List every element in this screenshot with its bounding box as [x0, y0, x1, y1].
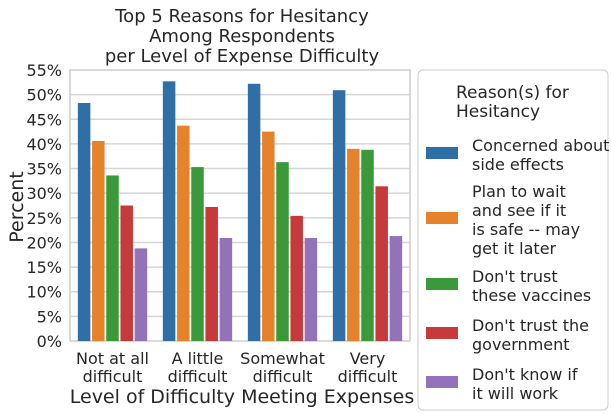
legend-entry-label: side effects [472, 155, 564, 174]
bar [361, 149, 374, 341]
y-axis-label: Percent [6, 171, 28, 243]
bar [162, 81, 176, 341]
legend-swatch [426, 327, 458, 339]
bar [106, 175, 119, 341]
bar [290, 215, 303, 341]
x-tick-label: difficult [253, 367, 313, 386]
y-tick-label: 55% [26, 61, 62, 80]
legend-title-line: Hesitancy [456, 102, 540, 122]
bar [77, 103, 91, 341]
x-tick-label: difficult [83, 367, 143, 386]
y-tick-label: 30% [26, 184, 62, 203]
bar [262, 131, 275, 341]
bar [92, 140, 105, 341]
legend-entry-label: Plan to wait [472, 182, 566, 201]
legend-swatch [426, 147, 458, 159]
bar [191, 167, 204, 341]
y-tick-label: 15% [26, 258, 62, 277]
legend-entry-label: it will work [472, 384, 559, 403]
legend-entry-label: Concerned about [472, 136, 609, 155]
legend-entry-label: is safe -- may [472, 220, 580, 239]
bar [347, 148, 360, 341]
legend-entry-label: these vaccines [472, 286, 591, 305]
bar [247, 83, 261, 342]
bar [304, 238, 318, 341]
x-tick-label: Somewhat [240, 349, 325, 368]
legend-swatch [426, 278, 458, 290]
y-tick-label: 10% [26, 283, 62, 302]
y-axis-ticks: 0% 5% 10% 15% 20% 25% 30% 35% 40% 45% 50% 55% [26, 61, 62, 351]
bar [219, 238, 233, 341]
bar [276, 162, 289, 341]
chart-title-line: Among Respondents [149, 26, 335, 47]
bar [389, 236, 403, 341]
bar [332, 90, 346, 342]
legend-frame [417, 69, 609, 411]
x-tick-label: difficult [338, 367, 398, 386]
y-tick-label: 5% [37, 307, 62, 326]
x-axis-label: Level of Difficulty Meeting Expenses [70, 386, 415, 408]
bar [375, 186, 388, 341]
legend-entry-label: and see if it [472, 201, 566, 220]
legend-entry-label: government [472, 335, 570, 354]
legend-title-line: Reason(s) for [456, 83, 569, 103]
chart-title-line: per Level of Expense Difficulty [105, 46, 380, 67]
y-tick-label: 40% [26, 135, 62, 154]
x-tick-label: Very [350, 349, 386, 368]
legend-entry-label: Don't trust [472, 267, 558, 286]
bar [134, 248, 148, 341]
x-tick-label: Not at all [76, 349, 149, 368]
bars [77, 81, 403, 342]
y-tick-label: 35% [26, 160, 62, 179]
y-tick-label: 0% [37, 332, 62, 351]
legend-swatch [426, 212, 458, 224]
y-tick-label: 45% [26, 110, 62, 129]
legend-swatch [426, 376, 458, 388]
x-tick-label: difficult [168, 367, 228, 386]
x-tick-label: A little [172, 349, 224, 368]
bar [177, 125, 190, 341]
y-tick-label: 50% [26, 86, 62, 105]
bar [120, 205, 133, 341]
y-tick-label: 25% [26, 209, 62, 228]
chart-title-line: Top 5 Reasons for Hesitancy [114, 6, 369, 27]
y-tick-label: 20% [26, 233, 62, 252]
legend-entry-label: Don't know if [472, 365, 578, 384]
bar [205, 206, 218, 341]
legend-entry-label: Don't trust the [472, 316, 589, 335]
legend-entry-label: get it later [472, 239, 557, 258]
